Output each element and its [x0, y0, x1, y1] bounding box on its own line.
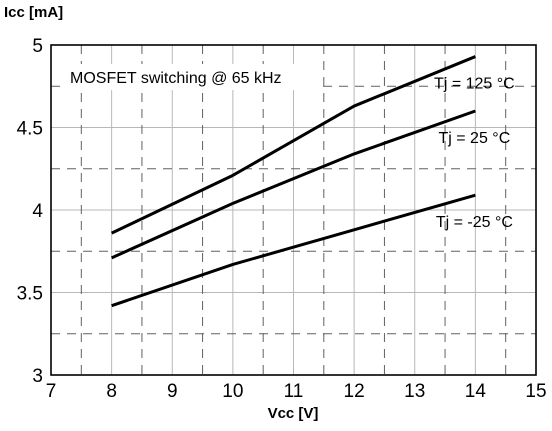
- x-tick-label: 10: [222, 381, 243, 402]
- tick-labels: 7 8 9 10 11 12 13 14 15 3 3.5 4 4.5 5: [17, 36, 547, 402]
- y-tick-label: 3: [32, 366, 43, 387]
- series-label-3: Tj = -25 °C: [436, 214, 513, 231]
- series-line-2: [111, 109, 476, 260]
- series-labels: Tj = 125 °C Tj = 25 °C Tj = -25 °C: [434, 76, 515, 232]
- x-tick-label: 14: [465, 381, 487, 402]
- annotation-background: [63, 64, 321, 90]
- y-tick-label: 5: [32, 36, 43, 57]
- series-label-2: Tj = 25 °C: [438, 130, 510, 147]
- plot-frame: [50, 44, 537, 376]
- x-tick-label: 7: [46, 381, 57, 402]
- x-tick-label: 15: [525, 381, 546, 402]
- x-tick-label: 11: [284, 381, 304, 402]
- series-line-3: [111, 193, 476, 308]
- x-tick-label: 9: [167, 381, 178, 402]
- y-tick-label: 4: [32, 201, 43, 222]
- grid: [51, 45, 536, 375]
- x-tick-label: 12: [344, 381, 365, 402]
- series-label-1: Tj = 125 °C: [434, 76, 515, 93]
- x-axis-label: Vcc [V]: [268, 405, 319, 422]
- annotation-text: MOSFET switching @ 65 kHz: [70, 70, 282, 87]
- x-tick-label: 13: [404, 381, 425, 402]
- y-tick-label: 3.5: [17, 284, 43, 305]
- series-line-1: [110, 55, 476, 235]
- y-tick-label: 4.5: [17, 119, 43, 140]
- x-tick-label: 8: [106, 381, 117, 402]
- series-lines: [110, 55, 476, 308]
- y-axis-label: Icc [mA]: [4, 4, 63, 21]
